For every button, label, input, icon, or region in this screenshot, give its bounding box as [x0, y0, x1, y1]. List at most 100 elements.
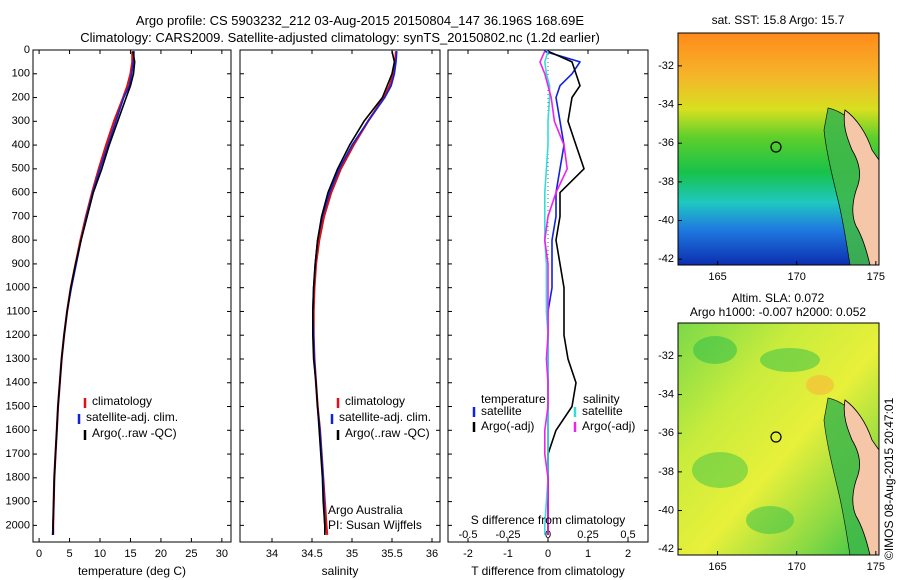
t-difference-xlabel: T difference from climatology	[471, 564, 625, 578]
x-tick-label: 35	[346, 548, 358, 560]
x-tick-label: 34.5	[301, 548, 322, 560]
sst-map-title: sat. SST: 15.8 Argo: 15.7	[712, 13, 845, 27]
t-difference-ticks: -2 -1 0 1 2	[463, 50, 631, 560]
land-mass	[843, 399, 880, 556]
lon-tick-label: 175	[867, 271, 885, 283]
sla-map-frame	[677, 322, 880, 556]
x-tick-label: 20	[155, 548, 167, 560]
header-title-line1: Argo profile: CS 5903232_212 03-Aug-2015…	[136, 13, 584, 28]
salinity-axes-frame	[239, 49, 441, 543]
argo-position-marker	[770, 141, 782, 153]
sla-map: Altim. SLA: 0.072 Argo h1000: -0.007 h20…	[658, 291, 885, 573]
lat-tick-label: -34	[658, 98, 674, 110]
depth-tick-label: 1800	[6, 472, 30, 484]
depth-tick-label: 300	[12, 115, 30, 127]
lat-tick-label: -36	[658, 137, 674, 149]
lat-tick-label: -40	[658, 504, 674, 516]
s-tick-label: 0.25	[577, 529, 598, 541]
x-tick-label: 0	[545, 548, 551, 560]
series-line-climatology	[51, 51, 134, 535]
legend-climatology-label: climatology	[345, 394, 405, 408]
s-difference-xlabel: S difference from climatology	[471, 513, 626, 527]
salinity-panel: 34 34.5 35 35.5 36 salinity climatology sate…	[239, 49, 441, 578]
depth-tick-label: 1600	[6, 424, 30, 436]
lon-tick-label: 165	[708, 561, 726, 573]
legend-s-argo-label: Argo(-adj)	[582, 419, 635, 433]
x-tick-label: -2	[463, 548, 473, 560]
temperature-series-lines	[51, 51, 136, 535]
legend-s-satellite-label: satellite	[582, 404, 623, 418]
sst-map-frame	[677, 32, 880, 266]
depth-tick-label: 600	[12, 187, 30, 199]
header-title-line2: Climatology: CARS2009. Satellite-adjuste…	[80, 30, 600, 45]
x-tick-label: 25	[185, 548, 197, 560]
difference-depth-ticks	[448, 49, 648, 526]
depth-tick-label: 1200	[6, 329, 30, 341]
depth-tick-label: 200	[12, 91, 30, 103]
depth-tick-label: 1900	[6, 496, 30, 508]
imos-credit: ©IMOS 08-Aug-2015 20:47:01	[882, 397, 896, 560]
salinity-series-lines	[311, 51, 398, 535]
x-tick-label: 36	[426, 548, 438, 560]
legend-salinity-heading: salinity	[583, 392, 620, 406]
legend-argo-label: Argo(..raw -QC)	[345, 426, 430, 440]
x-tick-label: 2	[625, 548, 631, 560]
lat-tick-label: -38	[658, 466, 674, 478]
s-tick-label: -0.5	[459, 529, 478, 541]
depth-tick-label: 400	[12, 139, 30, 151]
land-mass	[843, 109, 880, 266]
salinity-xlabel: salinity	[322, 564, 359, 578]
series-line-t-argo-adj	[547, 50, 585, 535]
depth-tick-label: 2000	[6, 519, 30, 531]
legend-argo-label: Argo(..raw -QC)	[92, 426, 177, 440]
series-line-satellite-adj-clim	[311, 51, 398, 535]
s-difference-ticks: -0.5 -0.25 0 0.25 0.5	[459, 529, 636, 541]
series-line-t-satellite	[543, 50, 581, 535]
sla-low-feature	[693, 336, 737, 364]
depth-tick-label: 800	[12, 234, 30, 246]
x-tick-label: 30	[216, 548, 228, 560]
lat-tick-label: -32	[658, 350, 674, 362]
sla-low-feature	[760, 348, 820, 372]
depth-tick-label: 1500	[6, 400, 30, 412]
x-tick-label: 0	[36, 548, 42, 560]
series-line-s-argo-adj	[539, 50, 569, 535]
lat-tick-label: -42	[658, 253, 674, 265]
temperature-panel: 0100200300400500600700800900100011001200…	[6, 44, 232, 578]
lon-tick-label: 165	[708, 271, 726, 283]
lat-tick-label: -36	[658, 427, 674, 439]
lat-tick-label: -40	[658, 214, 674, 226]
depth-tick-label: 1100	[6, 305, 30, 317]
x-tick-label: 35.5	[381, 548, 402, 560]
difference-legend: temperature satellite Argo(-adj) salinit…	[472, 392, 635, 433]
series-line-argo-raw-qc	[311, 51, 396, 535]
depth-tick-label: 700	[12, 210, 30, 222]
legend-satellite-label: satellite-adj. clim.	[86, 410, 178, 424]
temperature-depth-ticks: 0 100 200 300 400 500 600 700 800 900 1000 1100 1200…	[6, 44, 231, 531]
legend-climatology-label: climatology	[92, 394, 152, 408]
depth-tick-label: 0	[24, 44, 30, 56]
series-line-s-satellite	[543, 50, 551, 535]
depth-tick-label: 500	[12, 163, 30, 175]
x-tick-label: 15	[124, 548, 136, 560]
temperature-axes-frame	[32, 49, 232, 543]
depth-tick-label: 1000	[6, 282, 30, 294]
x-tick-label: -1	[503, 548, 513, 560]
lat-tick-label: -32	[658, 60, 674, 72]
x-tick-label: 34	[266, 548, 278, 560]
legend-temperature-heading: temperature	[481, 392, 546, 406]
salinity-legend: climatology satellite-adj. clim. Argo(..…	[330, 394, 431, 440]
sst-map-ticks: 165 170 175 -32 -34 -36 -38 -40 -42	[658, 60, 885, 283]
lon-tick-label: 170	[788, 271, 806, 283]
series-line-satellite-adj-clim	[51, 51, 135, 535]
operator-annotation-line1: Argo Australia	[328, 503, 403, 517]
lon-tick-label: 175	[867, 561, 885, 573]
depth-tick-label: 900	[12, 258, 30, 270]
difference-panel: -2 -1 0 1 2 -0.5 -0.25 0 0.25 0.5 S difference f…	[447, 49, 649, 578]
x-tick-label: 1	[585, 548, 591, 560]
lat-tick-label: -38	[658, 176, 674, 188]
s-tick-label: 0.5	[620, 529, 635, 541]
temperature-legend: climatology satellite-adj. clim. Argo(..…	[77, 394, 178, 440]
sst-map: sat. SST: 15.8 Argo: 15.7 165 170 175 -32 -3…	[658, 13, 885, 283]
temperature-xlabel: temperature (deg C)	[78, 564, 186, 578]
